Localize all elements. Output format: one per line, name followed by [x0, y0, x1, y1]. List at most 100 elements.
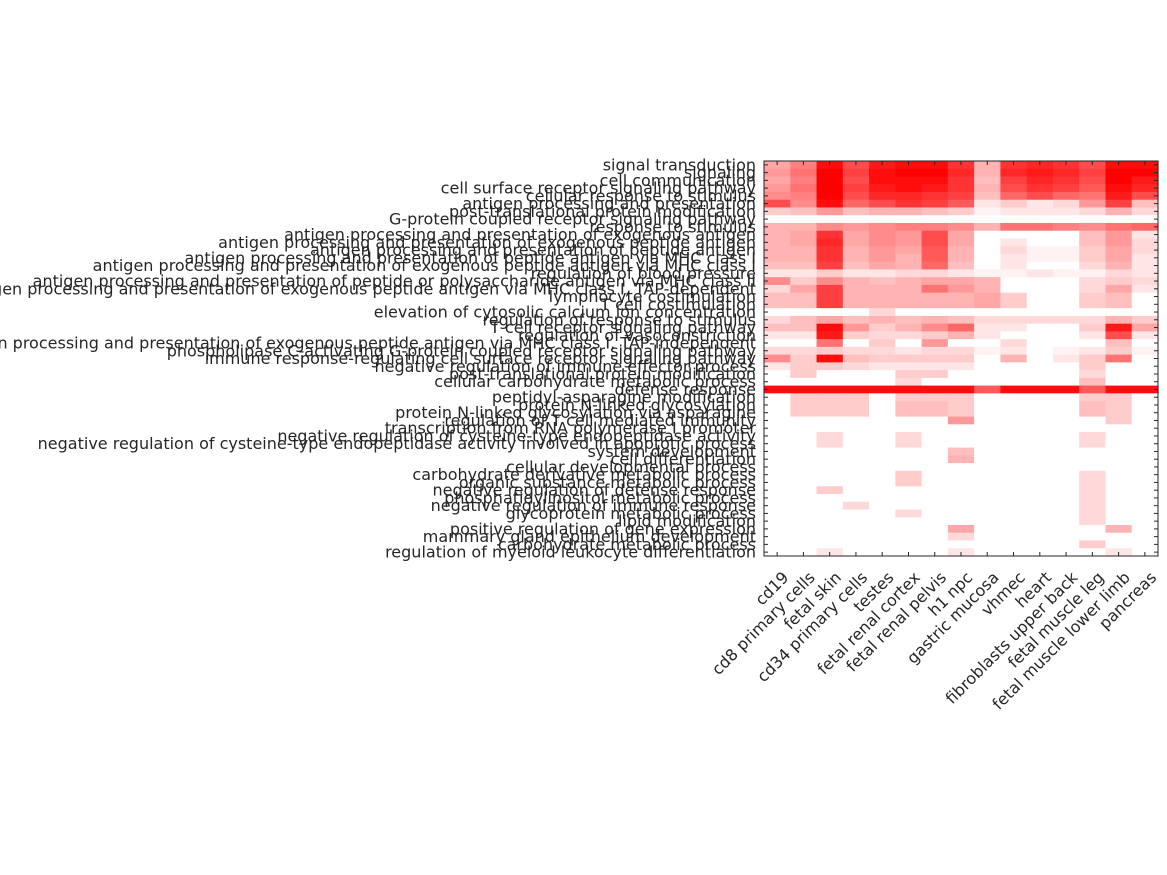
- heatmap-cell: [895, 470, 923, 480]
- heatmap-cell: [895, 486, 923, 495]
- heatmap-cell: [816, 362, 844, 371]
- heatmap-cell: [1000, 161, 1028, 170]
- heatmap-cell: [947, 161, 975, 170]
- heatmap-cell: [842, 370, 870, 379]
- row-label: post-translational protein modification: [449, 202, 756, 221]
- heatmap-cell: [1079, 385, 1107, 394]
- heatmap-cell: [947, 230, 975, 240]
- heatmap-cell: [921, 230, 949, 240]
- heatmap-cell: [1105, 161, 1133, 170]
- heatmap-cell: [1000, 416, 1028, 425]
- heatmap-cell: [921, 486, 949, 495]
- heatmap-cell: [790, 447, 818, 456]
- heatmap-cell: [816, 470, 844, 480]
- heatmap-cell: [947, 424, 975, 433]
- heatmap-cell: [974, 501, 1001, 511]
- row-label: carbohydrate derivative metabolic proces…: [412, 465, 756, 484]
- heatmap-cell: [816, 292, 844, 302]
- heatmap-cell: [869, 486, 896, 495]
- heatmap-cell: [895, 525, 923, 534]
- heatmap-cell: [921, 277, 949, 286]
- heatmap-cell: [947, 184, 975, 193]
- heatmap-cell: [1105, 354, 1133, 363]
- heatmap-cell: [1052, 439, 1080, 449]
- row-label: antigen processing and presentation of e…: [0, 279, 756, 298]
- heatmap-cells: [764, 161, 1159, 557]
- heatmap-cell: [1052, 408, 1080, 418]
- heatmap-cell: [1052, 331, 1080, 340]
- heatmap-cell: [1000, 532, 1028, 542]
- heatmap-cell: [1052, 323, 1080, 332]
- heatmap-cell: [921, 238, 949, 247]
- heatmap-cell: [1026, 346, 1054, 356]
- heatmap-cell: [1052, 362, 1080, 371]
- heatmap-cell: [842, 308, 870, 317]
- heatmap-cell: [974, 401, 1001, 410]
- heatmap-cell: [921, 331, 949, 340]
- heatmap-cell: [764, 478, 791, 487]
- heatmap-cell: [790, 292, 818, 302]
- heatmap-cell: [1131, 253, 1159, 263]
- heatmap-cell: [764, 215, 791, 224]
- heatmap-cell: [947, 176, 975, 185]
- heatmap-cell: [895, 246, 923, 255]
- heatmap-cell: [895, 168, 923, 178]
- heatmap-cell: [790, 168, 818, 178]
- heatmap-cell: [1000, 238, 1028, 247]
- heatmap-cell: [816, 222, 844, 232]
- heatmap-cell: [1026, 362, 1054, 371]
- heatmap-cell: [1026, 176, 1054, 185]
- heatmap-cell: [974, 463, 1001, 472]
- heatmap-cell: [974, 385, 1001, 394]
- heatmap-cell: [816, 401, 844, 410]
- heatmap-cell: [895, 339, 923, 348]
- heatmap-cell: [816, 191, 844, 201]
- heatmap-cell: [1079, 238, 1107, 247]
- heatmap-cell: [895, 401, 923, 410]
- heatmap-cell: [1079, 323, 1107, 332]
- row-label: peptidyl-asparagine modification: [492, 388, 756, 407]
- row-label: regulation of response to stimulus: [483, 310, 756, 329]
- heatmap-cell: [1079, 416, 1107, 425]
- heatmap-cell: [816, 215, 844, 224]
- heatmap-cell: [974, 207, 1001, 216]
- heatmap-cell: [895, 176, 923, 185]
- heatmap-cell: [974, 191, 1001, 201]
- heatmap-cell: [869, 238, 896, 247]
- heatmap-cell: [1105, 284, 1133, 294]
- heatmap-cell: [1131, 339, 1159, 348]
- heatmap-cell: [921, 207, 949, 216]
- heatmap-cell: [921, 161, 949, 170]
- heatmap-cell: [1052, 284, 1080, 294]
- heatmap-cell: [974, 300, 1001, 309]
- heatmap-cell: [1131, 416, 1159, 425]
- heatmap-cell: [921, 308, 949, 317]
- heatmap-cell: [842, 161, 870, 170]
- heatmap-cell: [1131, 517, 1159, 526]
- heatmap-cell: [895, 323, 923, 332]
- heatmap-cell: [790, 253, 818, 263]
- heatmap-cell: [974, 339, 1001, 348]
- heatmap-cell: [947, 509, 975, 518]
- heatmap-cell: [1052, 509, 1080, 518]
- heatmap-cell: [842, 207, 870, 216]
- heatmap-cell: [1105, 346, 1133, 356]
- heatmap-cell: [921, 408, 949, 418]
- heatmap-cell: [974, 315, 1001, 325]
- heatmap-cell: [1131, 463, 1159, 472]
- heatmap-cell: [790, 346, 818, 356]
- heatmap-cell: [790, 416, 818, 425]
- heatmap-cell: [1026, 463, 1054, 472]
- heatmap-cell: [974, 486, 1001, 495]
- heatmap-cell: [947, 323, 975, 332]
- heatmap-cell: [790, 222, 818, 232]
- heatmap-cell: [895, 540, 923, 549]
- heatmap-cell: [1079, 284, 1107, 294]
- heatmap-cell: [790, 408, 818, 418]
- heatmap-cell: [1079, 253, 1107, 263]
- heatmap-cell: [1105, 408, 1133, 418]
- heatmap-cell: [1131, 315, 1159, 325]
- heatmap-cell: [921, 370, 949, 379]
- heatmap-cell: [869, 261, 896, 271]
- heatmap-cell: [869, 424, 896, 433]
